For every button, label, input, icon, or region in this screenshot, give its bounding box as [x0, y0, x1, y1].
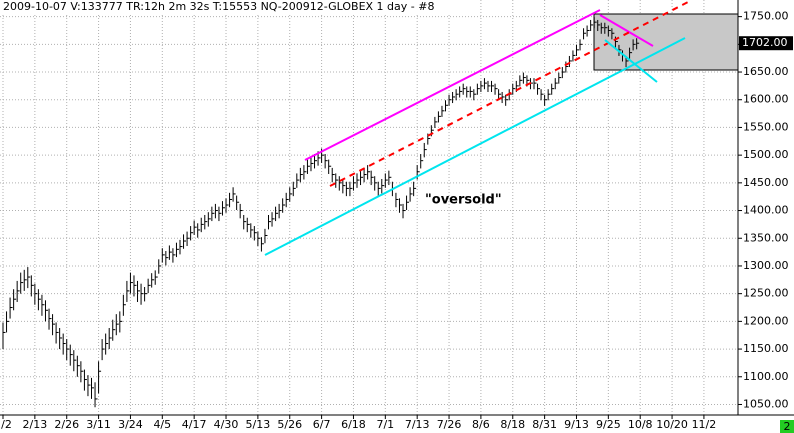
- x-tick-label: 3/24: [118, 418, 143, 431]
- x-tick-label: 7/26: [437, 418, 462, 431]
- y-tick-label: 1450.00: [743, 176, 789, 189]
- y-tick-label: 1250.00: [743, 287, 789, 300]
- chart-title: 2009-10-07 V:133777 TR:12h 2m 32s T:1555…: [3, 0, 434, 13]
- y-tick-label: 1400.00: [743, 204, 789, 217]
- lower-channel: [264, 37, 686, 256]
- short-support: [604, 39, 658, 83]
- x-tick-label: 3/11: [86, 418, 111, 431]
- x-tick-label: 8/18: [500, 418, 525, 431]
- x-tick-label: 9/25: [596, 418, 621, 431]
- x-tick-label: 4/17: [182, 418, 207, 431]
- x-tick-label: 6/18: [341, 418, 366, 431]
- x-tick-label: 4/30: [214, 418, 239, 431]
- x-tick-label: 10/8: [628, 418, 653, 431]
- y-tick-label: 1550.00: [743, 120, 789, 133]
- y-tick-label: 1100.00: [743, 370, 789, 383]
- x-tick-label: 6/7: [313, 418, 331, 431]
- last-price-label: 1702.00: [742, 36, 788, 49]
- corner-badge: 2: [784, 420, 791, 433]
- x-tick-label: 10/20: [656, 418, 688, 431]
- last-price-box: [739, 36, 793, 51]
- x-tick-label: 5/13: [246, 418, 271, 431]
- x-tick-label: 2/13: [23, 418, 48, 431]
- x-tick-label: 11/2: [692, 418, 717, 431]
- y-tick-label: 1150.00: [743, 342, 789, 355]
- x-tick-label: 9/13: [564, 418, 589, 431]
- x-tick-label: 8/6: [472, 418, 490, 431]
- y-tick-label: 1650.00: [743, 65, 789, 78]
- x-tick-label: 5/26: [277, 418, 302, 431]
- y-tick-label: 1500.00: [743, 148, 789, 161]
- upper-channel: [304, 9, 601, 161]
- x-tick-label: 4/5: [153, 418, 171, 431]
- y-tick-label: 1200.00: [743, 314, 789, 327]
- y-tick-label: 1050.00: [743, 397, 789, 410]
- y-tick-label: 1350.00: [743, 231, 789, 244]
- annotation: "oversold": [425, 193, 502, 208]
- y-tick-label: 1750.00: [743, 10, 789, 23]
- x-tick-label: 7/13: [405, 418, 430, 431]
- y-tick-label: 1300.00: [743, 259, 789, 272]
- y-tick-label: 1600.00: [743, 93, 789, 106]
- x-tick-label: 7/1: [376, 418, 394, 431]
- mid-channel: [329, 0, 693, 187]
- x-tick-label: 2/26: [54, 418, 79, 431]
- title-bg: [0, 0, 480, 14]
- short-trend: [599, 14, 654, 47]
- bars: [2, 17, 640, 408]
- x-tick-label: 8/31: [532, 418, 557, 431]
- x-tick-label: 2/2: [0, 418, 12, 431]
- badge-bg: [780, 420, 794, 433]
